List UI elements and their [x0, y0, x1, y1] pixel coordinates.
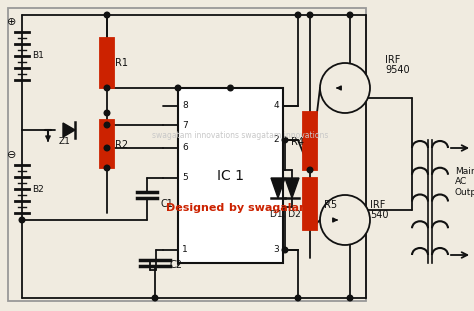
Bar — [303, 112, 317, 170]
Polygon shape — [63, 123, 75, 137]
Circle shape — [295, 295, 301, 301]
Text: B2: B2 — [32, 185, 44, 194]
Text: Mains
AC
Output: Mains AC Output — [455, 167, 474, 197]
Bar — [178, 88, 283, 263]
Text: C2: C2 — [170, 260, 183, 270]
Text: swagatam innovations swagatam innovations: swagatam innovations swagatam innovation… — [152, 131, 328, 140]
Circle shape — [307, 167, 313, 173]
Circle shape — [307, 12, 313, 18]
Bar — [100, 120, 114, 168]
Text: R4: R4 — [292, 137, 304, 147]
Text: 4: 4 — [273, 101, 279, 110]
Circle shape — [104, 165, 110, 171]
Text: ⊖: ⊖ — [7, 150, 17, 160]
Text: R5: R5 — [324, 200, 337, 210]
Text: 8: 8 — [182, 101, 188, 110]
Text: 9540: 9540 — [385, 65, 410, 75]
Text: R1: R1 — [116, 58, 128, 68]
Text: Z1: Z1 — [59, 137, 71, 146]
Text: 2: 2 — [273, 136, 279, 145]
Circle shape — [104, 122, 110, 128]
Circle shape — [104, 85, 110, 91]
Text: IRF: IRF — [385, 55, 401, 65]
Circle shape — [347, 12, 353, 18]
Bar — [100, 38, 114, 88]
Polygon shape — [285, 178, 299, 198]
Text: 7: 7 — [182, 120, 188, 129]
Text: 1: 1 — [182, 245, 188, 254]
Circle shape — [104, 110, 110, 116]
Text: 3: 3 — [273, 245, 279, 254]
Circle shape — [104, 12, 110, 18]
Text: ⊕: ⊕ — [7, 17, 17, 27]
Text: 5: 5 — [182, 174, 188, 183]
Circle shape — [104, 145, 110, 151]
Circle shape — [19, 217, 25, 223]
Circle shape — [347, 295, 353, 301]
Text: 6: 6 — [182, 143, 188, 152]
Circle shape — [152, 295, 158, 301]
Text: by swagalam: by swagalam — [229, 203, 311, 213]
Text: B1: B1 — [32, 52, 44, 61]
Text: R2: R2 — [116, 140, 128, 150]
Bar — [303, 178, 317, 230]
Circle shape — [320, 195, 370, 245]
Text: IRF: IRF — [370, 200, 385, 210]
Text: IC 1: IC 1 — [217, 169, 244, 183]
Circle shape — [320, 63, 370, 113]
Text: D1, D2: D1, D2 — [270, 211, 301, 220]
Circle shape — [295, 12, 301, 18]
Text: C1: C1 — [161, 199, 174, 209]
Bar — [8, 8, 366, 301]
Circle shape — [175, 85, 181, 91]
Circle shape — [228, 85, 233, 91]
Text: 540: 540 — [370, 210, 389, 220]
Polygon shape — [271, 178, 285, 198]
Circle shape — [282, 137, 288, 143]
Text: Designed: Designed — [166, 203, 224, 213]
Circle shape — [282, 247, 288, 253]
